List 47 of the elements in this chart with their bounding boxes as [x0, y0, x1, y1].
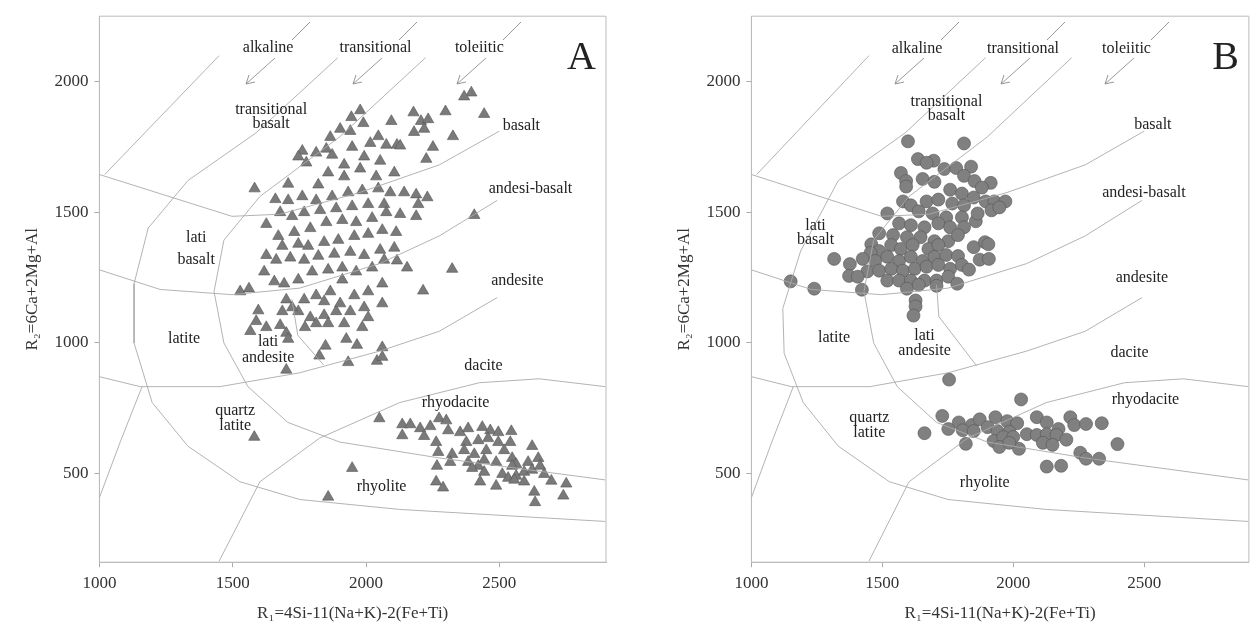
x-tick-label: 2000: [349, 572, 384, 592]
y-tick-label: 1500: [54, 201, 89, 221]
x-axis-title: R₁=4Si-11(Na+K)-2(Fe+Ti): [257, 603, 449, 623]
annotation: andesite: [241, 348, 295, 366]
annotation: lati: [185, 228, 207, 246]
x-tick-label: 2500: [1127, 572, 1162, 592]
x-tick-label: 1500: [215, 572, 250, 592]
y-axis-title: R₂=6Ca+2Mg+Al: [21, 227, 41, 351]
annotation: rhyodacite: [1111, 390, 1180, 409]
annotation: andesi-basalt: [1102, 182, 1187, 200]
annotation: latite: [817, 328, 850, 345]
annotation: lati: [257, 332, 279, 350]
annotation: rhyodacite: [421, 392, 490, 411]
annotation: basalt: [177, 249, 216, 267]
x-axis-title: R₁=4Si-11(Na+K)-2(Fe+Ti): [904, 603, 1096, 623]
y-axis-title: R₂=6Ca+2Mg+Al: [673, 227, 693, 351]
annotation: andesite: [491, 271, 544, 289]
annotation: toleiitic: [454, 38, 504, 56]
y-tick-label: 2000: [54, 70, 89, 90]
annotation: alkaline: [891, 38, 943, 56]
annotation: dacite: [1110, 342, 1149, 360]
chart-title: A: [567, 32, 597, 78]
y-tick-label: 2000: [706, 70, 741, 90]
y-tick-label: 500: [62, 462, 89, 482]
x-tick-label: 2000: [996, 572, 1031, 592]
annotation: basalt: [1134, 114, 1173, 132]
annotation: transitional: [339, 38, 413, 56]
y-tick-label: 1500: [706, 201, 741, 221]
x-tick-label: 1000: [734, 572, 769, 592]
annotation: toleiitic: [1102, 38, 1151, 56]
y-tick-label: 500: [714, 462, 741, 482]
annotation: transitional: [987, 38, 1060, 56]
x-tick-label: 2500: [482, 572, 517, 592]
x-tick-label: 1000: [82, 572, 117, 592]
annotation: basalt: [502, 116, 541, 134]
y-tick-label: 1000: [706, 332, 741, 352]
annotation: andesite: [1115, 268, 1169, 286]
x-tick-label: 1500: [865, 572, 900, 592]
annotation: rhyolite: [959, 472, 1010, 491]
annotation: basalt: [927, 106, 966, 124]
chart-title: B: [1212, 32, 1239, 78]
annotation: dacite: [464, 355, 503, 373]
annotation: latite: [168, 329, 200, 347]
annotation: andesi-basalt: [488, 178, 573, 196]
annotation: rhyolite: [356, 477, 407, 496]
annotation: alkaline: [242, 38, 294, 56]
y-tick-label: 1000: [54, 332, 89, 352]
